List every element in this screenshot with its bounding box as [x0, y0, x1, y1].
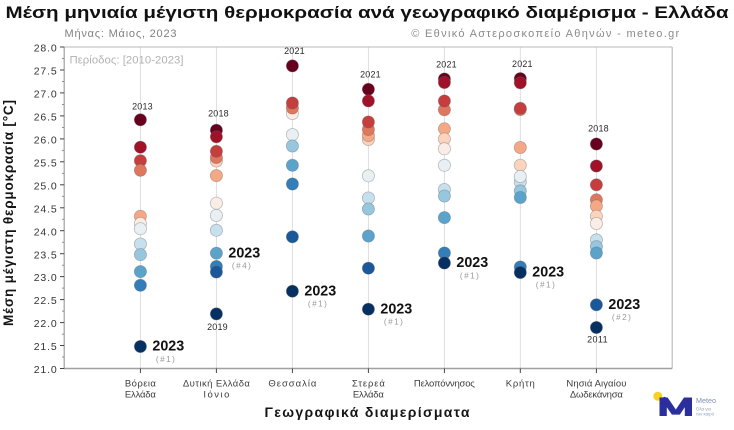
svg-text:(#1): (#1) — [536, 281, 555, 290]
svg-text:2011: 2011 — [587, 335, 608, 345]
svg-text:2018: 2018 — [588, 124, 609, 134]
svg-text:Ελλάδα: Ελλάδα — [125, 390, 157, 401]
svg-text:2023: 2023 — [304, 283, 336, 299]
svg-text:22.5: 22.5 — [34, 295, 57, 307]
svg-text:27.5: 27.5 — [34, 66, 57, 78]
svg-text:2013: 2013 — [132, 102, 153, 112]
svg-text:Ιόνιο: Ιόνιο — [203, 390, 229, 401]
svg-text:2023: 2023 — [152, 339, 184, 355]
svg-text:2021: 2021 — [436, 60, 457, 70]
svg-text:2021: 2021 — [512, 59, 533, 69]
svg-text:2018: 2018 — [208, 109, 229, 119]
svg-text:2023: 2023 — [456, 255, 488, 271]
svg-text:24.5: 24.5 — [34, 203, 57, 215]
svg-text:Όλα για: Όλα για — [695, 407, 711, 412]
svg-text:23.5: 23.5 — [34, 249, 57, 261]
svg-text:2023: 2023 — [228, 245, 260, 261]
svg-text:(#1): (#1) — [308, 300, 327, 309]
svg-text:Δωδεκάνησα: Δωδεκάνησα — [570, 390, 624, 401]
svg-text:25.0: 25.0 — [34, 180, 57, 192]
svg-text:27.0: 27.0 — [34, 89, 57, 101]
svg-text:τον καιρό: τον καιρό — [696, 412, 715, 417]
svg-text:(#1): (#1) — [156, 355, 175, 364]
svg-text:22.0: 22.0 — [34, 318, 57, 330]
svg-text:2021: 2021 — [284, 46, 305, 56]
svg-text:Θεσσαλία: Θεσσαλία — [268, 379, 317, 390]
svg-text:Πελοπόννησος: Πελοπόννησος — [414, 379, 475, 390]
svg-text:(#1): (#1) — [384, 318, 403, 327]
svg-text:(#2): (#2) — [612, 313, 631, 322]
svg-text:2021: 2021 — [360, 70, 381, 80]
svg-text:21.0: 21.0 — [34, 364, 57, 376]
svg-text:Βόρεια: Βόρεια — [125, 379, 157, 390]
svg-text:24.0: 24.0 — [34, 226, 57, 238]
svg-text:© Εθνικό Αστεροσκοπείο Αθηνών: © Εθνικό Αστεροσκοπείο Αθηνών - meteo.gr — [411, 28, 679, 40]
svg-text:2023: 2023 — [532, 265, 564, 281]
svg-text:(#1): (#1) — [460, 271, 479, 280]
svg-text:28.0: 28.0 — [34, 43, 57, 55]
svg-text:Κρήτη: Κρήτη — [506, 379, 535, 390]
svg-text:Νησιά Αιγαίου: Νησιά Αιγαίου — [566, 379, 626, 390]
svg-text:2019: 2019 — [207, 322, 228, 332]
svg-text:(#4): (#4) — [232, 262, 251, 271]
svg-text:Στερεά: Στερεά — [352, 379, 386, 390]
svg-text:2023: 2023 — [608, 297, 640, 313]
svg-text:26.5: 26.5 — [34, 112, 57, 124]
svg-text:Μέση μέγιστη θερμοκρασία [°C]: Μέση μέγιστη θερμοκρασία [°C] — [1, 100, 16, 326]
svg-text:Ελλάδα: Ελλάδα — [353, 390, 385, 401]
svg-text:Μέση μηνιαία μέγιστη θερμοκρασ: Μέση μηνιαία μέγιστη θερμοκρασία ανά γεω… — [6, 4, 729, 22]
svg-text:2023: 2023 — [380, 301, 412, 317]
svg-text:Περίοδος: [2010-2023]: Περίοδος: [2010-2023] — [70, 55, 184, 67]
svg-text:Meteo: Meteo — [696, 396, 716, 405]
svg-text:23.0: 23.0 — [34, 272, 57, 284]
svg-text:25.5: 25.5 — [34, 157, 57, 169]
svg-text:26.0: 26.0 — [34, 135, 57, 147]
svg-text:Γεωγραφικά διαμερίσματα: Γεωγραφικά διαμερίσματα — [265, 404, 470, 420]
svg-text:Μήνας: Μάιος, 2023: Μήνας: Μάιος, 2023 — [65, 28, 177, 40]
svg-text:21.5: 21.5 — [34, 341, 57, 353]
svg-text:Δυτική Ελλάδα: Δυτική Ελλάδα — [183, 379, 251, 390]
